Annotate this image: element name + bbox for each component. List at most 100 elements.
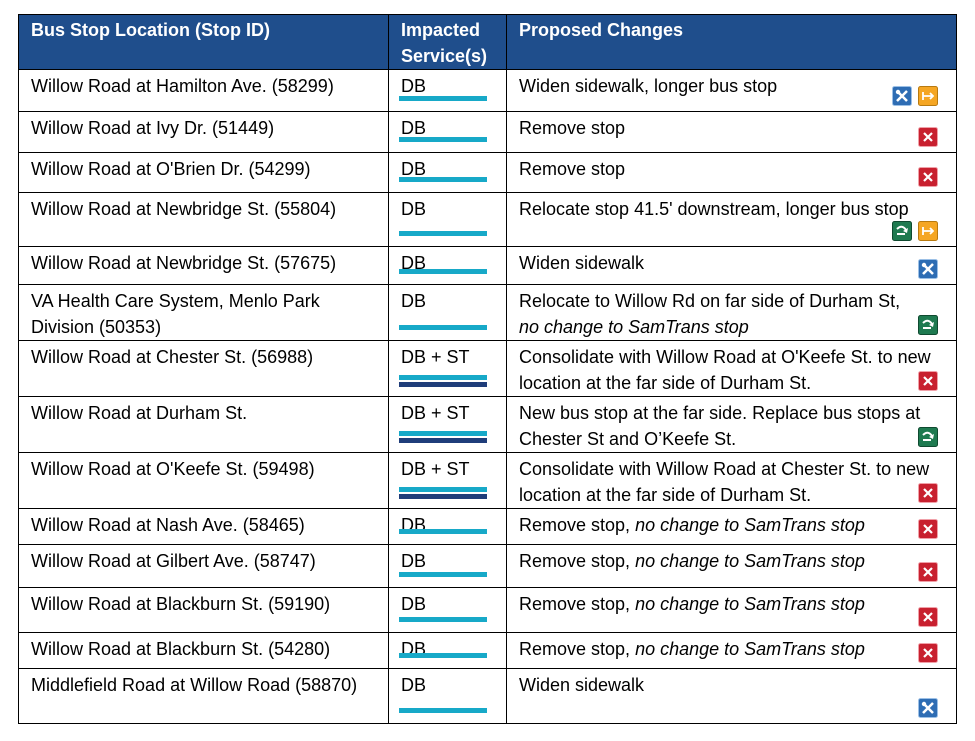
changes-cell: Remove stop xyxy=(506,152,957,193)
service-cell: DB xyxy=(388,111,507,153)
service-text: DB xyxy=(401,199,427,219)
service-text: DB xyxy=(401,118,427,138)
changes-cell: Remove stop, no change to SamTrans stop xyxy=(506,632,957,669)
table-row: Willow Road at Ivy Dr. (51449) DB Remove s… xyxy=(18,111,957,153)
table-row: Willow Road at Hamilton Ave. (58299) DB Wi… xyxy=(18,69,957,112)
icons xyxy=(918,519,938,539)
changes-cell: Remove stop, no change to SamTrans stop xyxy=(506,508,957,545)
icons xyxy=(918,427,938,447)
service-line xyxy=(399,438,487,443)
icons xyxy=(918,483,938,503)
table-body: Willow Road at Hamilton Ave. (58299) DB Wi… xyxy=(18,69,957,724)
service-text: DB xyxy=(401,291,427,311)
icon-x xyxy=(918,562,938,582)
service-line xyxy=(399,494,487,499)
table-row: Willow Road at Newbridge St. (57675) DB Wi… xyxy=(18,246,957,285)
icon-reloc xyxy=(918,427,938,447)
icon-x xyxy=(918,607,938,627)
changes-text: Widen sidewalk xyxy=(519,253,645,273)
icon-ext xyxy=(918,86,938,106)
table-row: Willow Road at O'Keefe St. (59498) DB + S… xyxy=(18,452,957,509)
icon-tool xyxy=(918,259,938,279)
location-cell: Middlefield Road at Willow Road (58870) xyxy=(18,668,389,724)
service-cell: DB xyxy=(388,284,507,341)
location-cell: Willow Road at Blackburn St. (59190) xyxy=(18,587,389,633)
changes-cell: Remove stop, no change to SamTrans stop xyxy=(506,587,957,633)
changes-text: Remove stop xyxy=(519,159,626,179)
service-cell: DB xyxy=(388,192,507,247)
changes-text: Relocate stop 41.5' downstream, longer b… xyxy=(519,199,909,219)
changes-cell: Consolidate with Willow Road at O'Keefe … xyxy=(506,340,957,397)
icons xyxy=(918,371,938,391)
header-cell: Impacted Service(s) xyxy=(388,14,507,70)
changes-note: no change to SamTrans stop xyxy=(635,594,865,614)
table-row: Willow Road at Gilbert Ave. (58747) DB Rem… xyxy=(18,544,957,588)
service-text: DB + ST xyxy=(401,347,470,367)
service-cell: DB xyxy=(388,69,507,112)
service-line xyxy=(399,572,487,577)
icon-tool xyxy=(892,86,912,106)
service-cell: DB xyxy=(388,246,507,285)
location-cell: Willow Road at Blackburn St. (54280) xyxy=(18,632,389,669)
location-cell: Willow Road at Newbridge St. (55804) xyxy=(18,192,389,247)
icon-x xyxy=(918,371,938,391)
service-line xyxy=(399,708,487,713)
header-cell: Proposed Changes xyxy=(506,14,957,70)
service-line xyxy=(399,177,487,182)
header-row: Bus Stop Location (Stop ID) Impacted Ser… xyxy=(18,14,957,70)
location-cell: Willow Road at Gilbert Ave. (58747) xyxy=(18,544,389,588)
table-row: Willow Road at O'Brien Dr. (54299) DB Remo… xyxy=(18,152,957,193)
service-line xyxy=(399,431,487,436)
icon-x xyxy=(918,643,938,663)
service-text: DB + ST xyxy=(401,459,470,479)
location-cell: Willow Road at Durham St. xyxy=(18,396,389,453)
location-cell: Willow Road at Chester St. (56988) xyxy=(18,340,389,397)
service-cell: DB + ST xyxy=(388,340,507,397)
icon-x xyxy=(918,519,938,539)
changes-text: Remove stop xyxy=(519,118,626,138)
icon-x xyxy=(918,167,938,187)
icons xyxy=(918,607,938,627)
location-cell: Willow Road at Nash Ave. (58465) xyxy=(18,508,389,545)
location-cell: Willow Road at O'Keefe St. (59498) xyxy=(18,452,389,509)
table-row: Willow Road at Newbridge St. (55804) DB Re… xyxy=(18,192,957,247)
service-text: DB xyxy=(401,594,427,614)
service-cell: DB xyxy=(388,544,507,588)
changes-cell: New bus stop at the far side. Replace bu… xyxy=(506,396,957,453)
service-line xyxy=(399,375,487,380)
service-cell: DB xyxy=(388,632,507,669)
icon-reloc xyxy=(892,221,912,241)
location-cell: Willow Road at Newbridge St. (57675) xyxy=(18,246,389,285)
changes-text: Widen sidewalk xyxy=(519,675,645,695)
service-text: DB xyxy=(401,76,427,96)
service-line xyxy=(399,617,487,622)
changes-text: New bus stop at the far side. Replace bu… xyxy=(519,403,921,449)
changes-cell: Relocate stop 41.5' downstream, longer b… xyxy=(506,192,957,247)
service-cell: DB xyxy=(388,152,507,193)
table-row: VA Health Care System, Menlo Park Divisi… xyxy=(18,284,957,341)
icons xyxy=(918,315,938,335)
table-row: Willow Road at Durham St. DB + ST New bus … xyxy=(18,396,957,453)
icon-x xyxy=(918,127,938,147)
icons xyxy=(918,259,938,279)
changes-text: Relocate to Willow Rd on far side of Dur… xyxy=(519,291,901,311)
service-line xyxy=(399,231,487,236)
icon-reloc xyxy=(918,315,938,335)
changes-cell: Consolidate with Willow Road at Chester … xyxy=(506,452,957,509)
header-cell: Bus Stop Location (Stop ID) xyxy=(18,14,389,70)
service-text: DB + ST xyxy=(401,403,470,423)
changes-cell: Remove stop xyxy=(506,111,957,153)
location-cell: Willow Road at Ivy Dr. (51449) xyxy=(18,111,389,153)
service-line xyxy=(399,96,487,101)
service-line xyxy=(399,325,487,330)
service-line xyxy=(399,382,487,387)
icon-tool xyxy=(918,698,938,718)
changes-text: Widen sidewalk, longer bus stop xyxy=(519,76,778,96)
table-row: Willow Road at Blackburn St. (54280) DB Re… xyxy=(18,632,957,669)
location-cell: Willow Road at O'Brien Dr. (54299) xyxy=(18,152,389,193)
service-line xyxy=(399,487,487,492)
changes-cell: Widen sidewalk xyxy=(506,668,957,724)
changes-cell: Remove stop, no change to SamTrans stop xyxy=(506,544,957,588)
changes-note: no change to SamTrans stop xyxy=(635,551,865,571)
changes-note: no change to SamTrans stop xyxy=(635,515,865,535)
